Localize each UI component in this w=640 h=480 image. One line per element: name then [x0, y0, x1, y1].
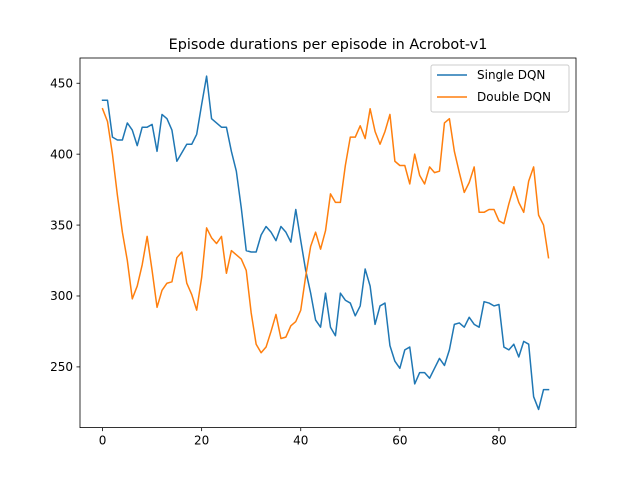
y-tick-label: 400 [50, 147, 73, 161]
x-tick-label: 80 [491, 434, 506, 448]
legend: Single DQN Double DQN [430, 64, 570, 113]
x-tick-label: 60 [392, 434, 407, 448]
series-line-double-dqn [101, 107, 550, 354]
x-tick-label: 20 [194, 434, 209, 448]
legend-label-double-dqn: Double DQN [477, 90, 551, 104]
series-line-single-dqn [101, 75, 550, 411]
series-layer [101, 75, 550, 411]
axes-frame [79, 57, 577, 429]
legend-box [430, 64, 570, 113]
axes-layer: 0 20 40 60 80 250 300 350 400 450 [50, 57, 577, 448]
y-tick-label: 450 [50, 76, 73, 90]
plot-area [80, 58, 576, 428]
plot-background [80, 58, 576, 428]
legend-label-single-dqn: Single DQN [477, 68, 545, 82]
y-tick-label: 350 [50, 218, 73, 232]
y-tick-label: 250 [50, 360, 73, 374]
x-tick-label: 0 [99, 434, 107, 448]
x-tick-label: 40 [293, 434, 308, 448]
chart-title: Episode durations per episode in Acrobot… [169, 37, 488, 53]
y-tick-label: 300 [50, 289, 73, 303]
